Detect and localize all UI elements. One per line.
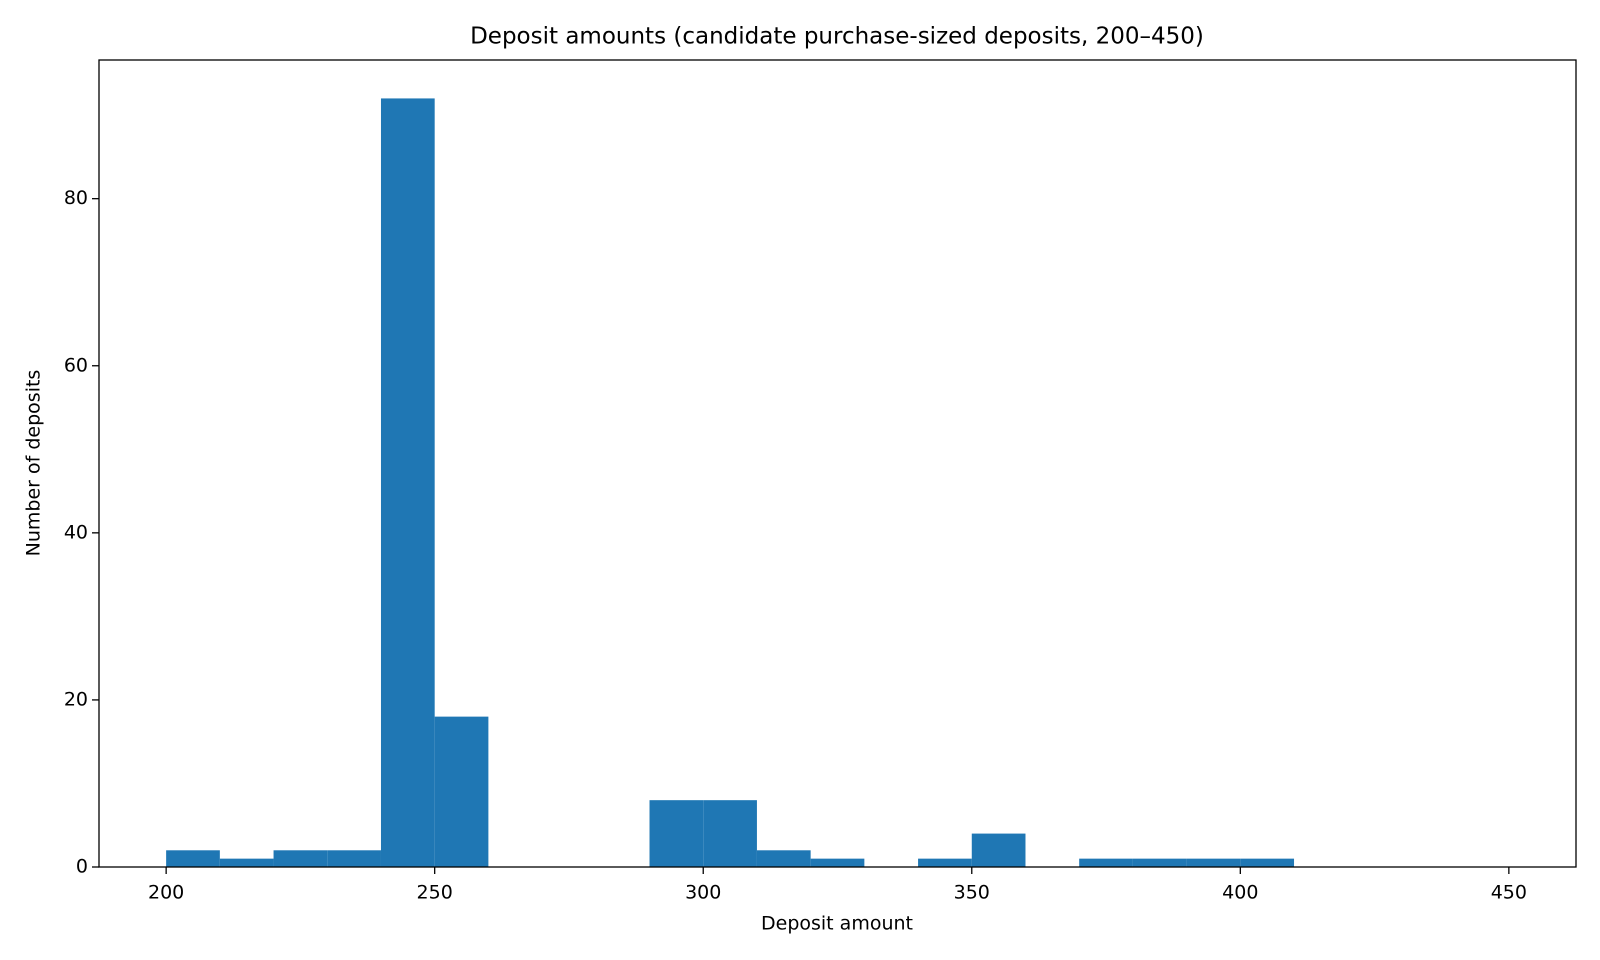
bar [1240, 858, 1295, 867]
y-tick-label: 80 [64, 187, 88, 209]
bar [380, 98, 435, 867]
bar [166, 850, 220, 867]
chart-title: Deposit amounts (candidate purchase-size… [470, 24, 1204, 50]
axes-frame [98, 59, 1577, 868]
bar [327, 850, 381, 867]
x-tick-label: 250 [417, 882, 453, 904]
bar [1186, 858, 1241, 867]
x-tick-label: 300 [685, 882, 721, 904]
bar [649, 800, 704, 867]
bar [434, 716, 489, 867]
x-tick-label: 200 [148, 882, 184, 904]
y-tick-label: 0 [76, 856, 88, 878]
bar [273, 850, 328, 867]
y-tick-label: 40 [64, 521, 88, 543]
x-tick-label: 350 [954, 882, 990, 904]
x-tick-label: 450 [1491, 882, 1527, 904]
bar [756, 850, 811, 867]
bar [1079, 858, 1133, 867]
bar [918, 858, 972, 867]
y-tick-label: 60 [64, 354, 88, 376]
plot-area [166, 98, 1295, 867]
bar [1132, 858, 1187, 867]
bar [810, 858, 865, 867]
y-tick-label: 20 [64, 688, 88, 710]
bar [971, 833, 1026, 867]
y-axis-label: Number of deposits [23, 370, 45, 557]
bar [703, 800, 757, 867]
bar [219, 858, 274, 867]
x-tick-label: 400 [1222, 882, 1258, 904]
x-axis-label: Deposit amount [761, 913, 913, 935]
